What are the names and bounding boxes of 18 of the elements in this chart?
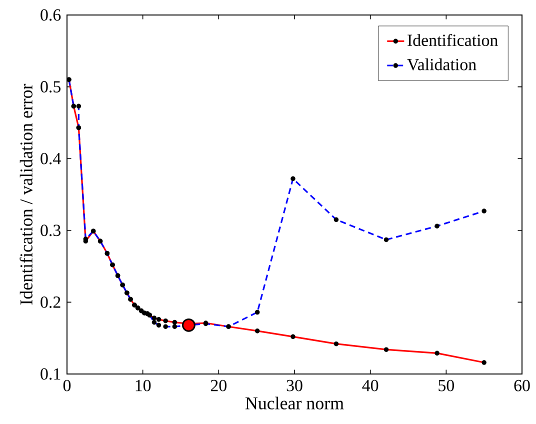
- x-tick-label: 40: [362, 380, 378, 392]
- y-axis-title: Identification / validation error: [20, 84, 32, 305]
- x-tick-label: 30: [286, 380, 302, 392]
- y-tick-label: 0.5: [40, 81, 60, 93]
- x-tick-label: 60: [514, 380, 530, 392]
- x-tick-label: 50: [438, 380, 454, 392]
- y-tick-label: 0.2: [40, 296, 60, 308]
- x-tick-label: 10: [136, 380, 151, 392]
- y-tick-label: 0.3: [40, 224, 60, 236]
- x-axis-title: Nuclear norm: [245, 396, 344, 410]
- point: [182, 318, 196, 332]
- legend-label: Identification: [408, 34, 498, 46]
- legend-label: Validation: [407, 58, 476, 70]
- x-tick-label: 0: [63, 380, 71, 392]
- x-tick-label: 20: [210, 380, 226, 392]
- y-tick-label: 0.4: [40, 152, 61, 164]
- y-tick-label: 0.1: [40, 368, 60, 380]
- y-tick-label: 0.6: [40, 9, 61, 21]
